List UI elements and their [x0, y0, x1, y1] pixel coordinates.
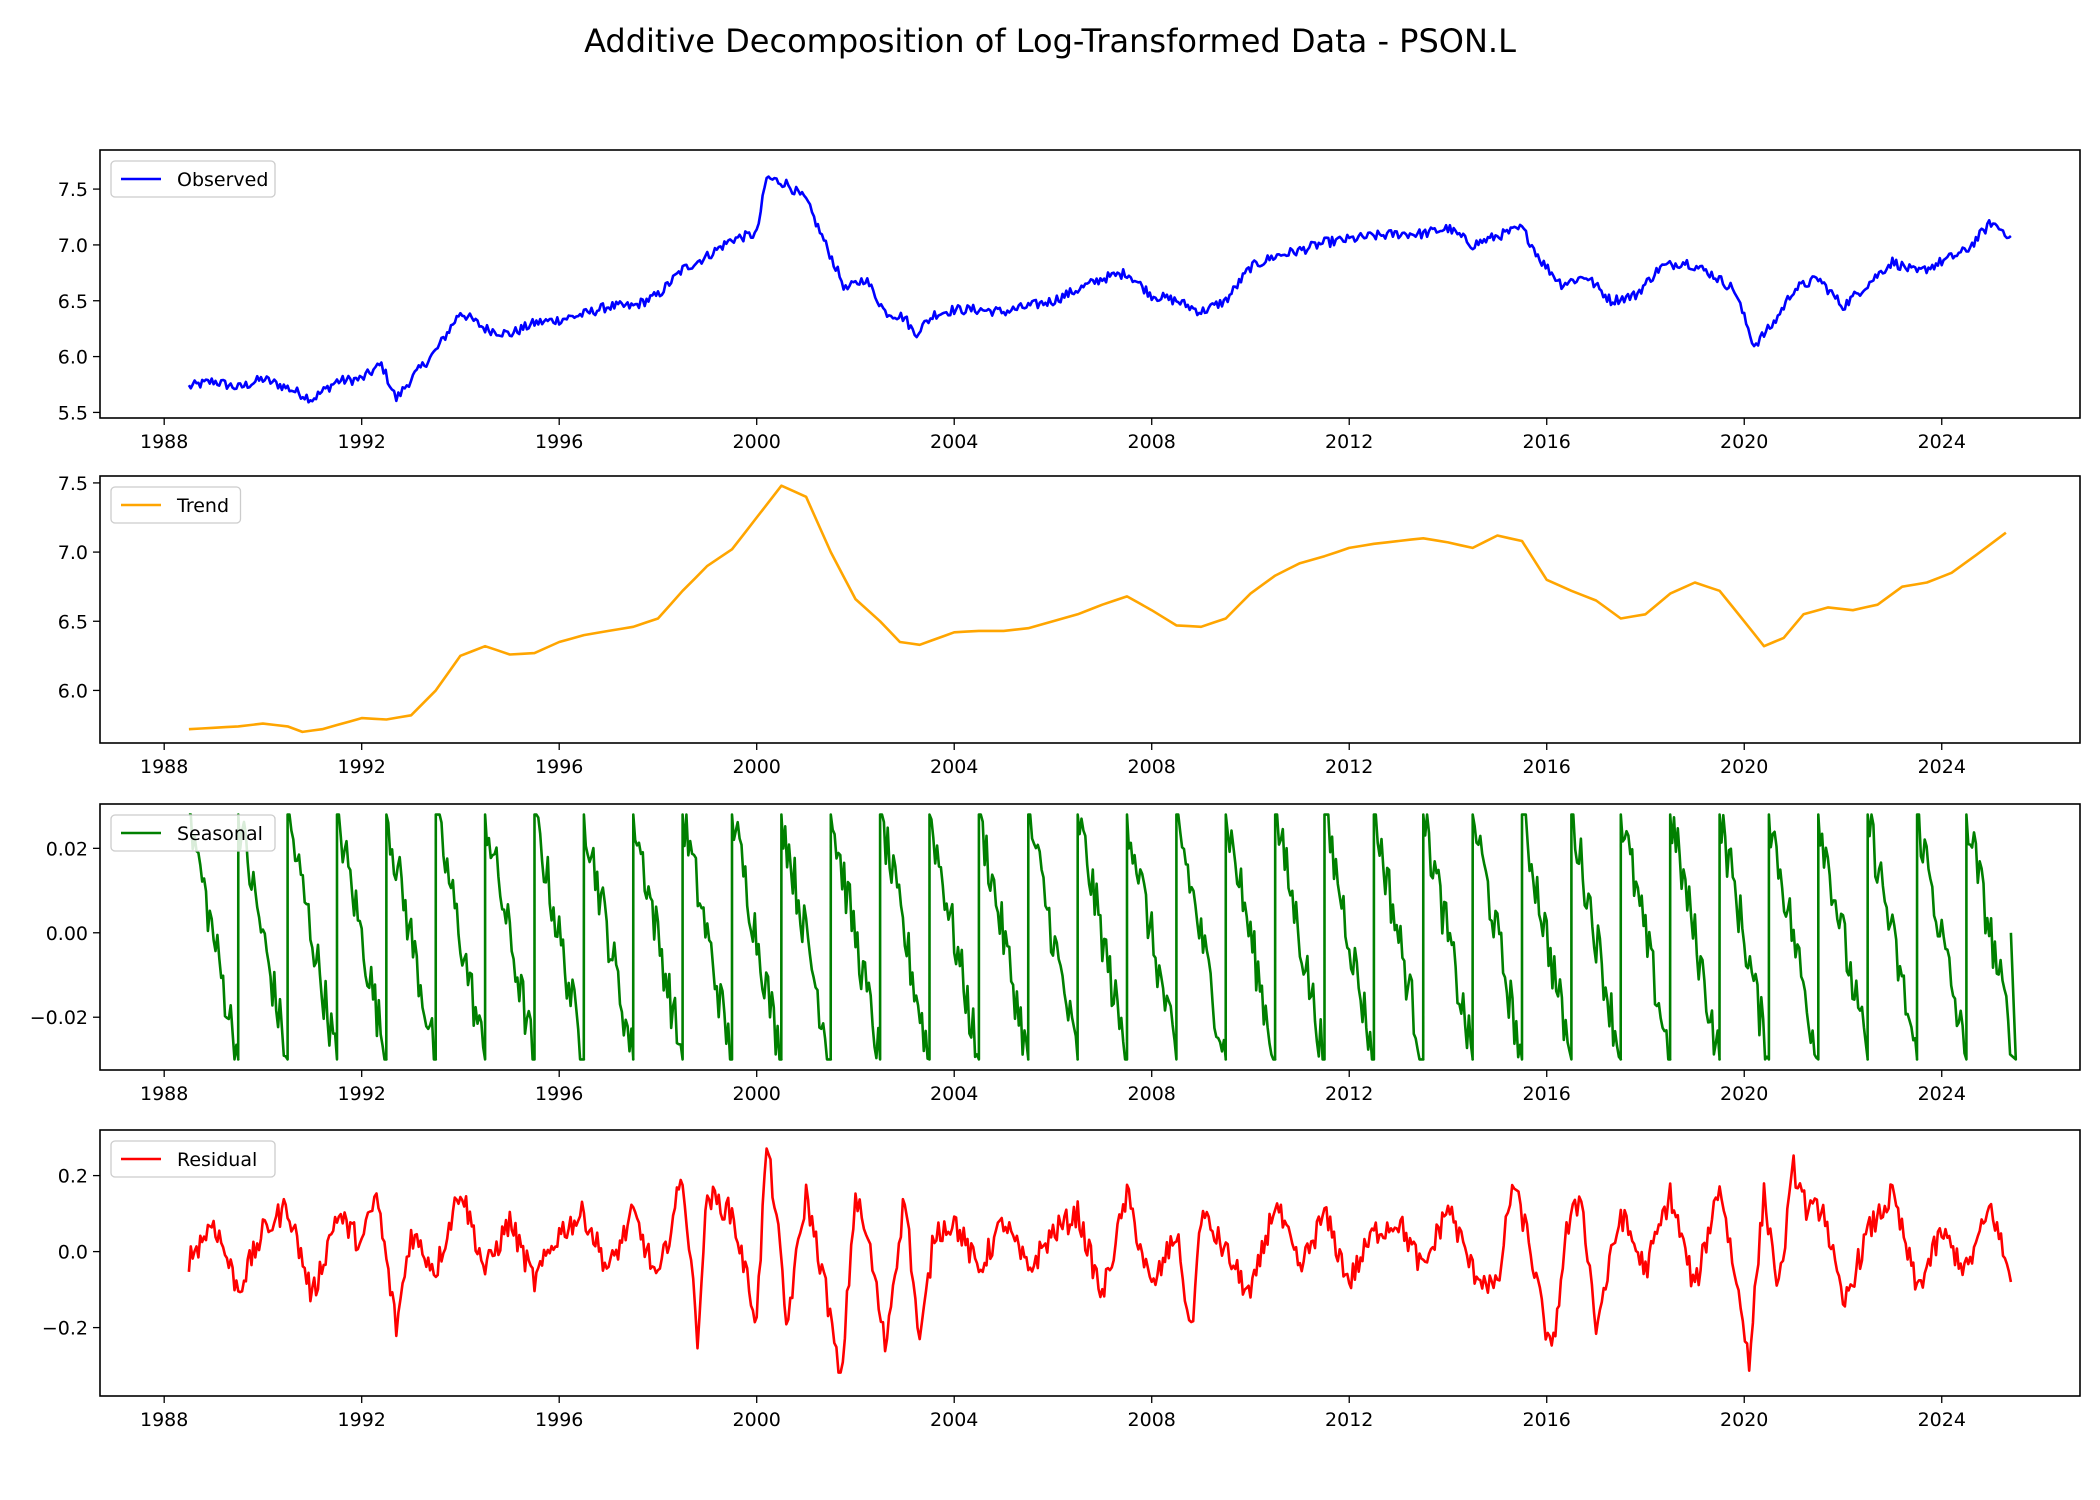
x-tick-label: 2016 [1523, 1409, 1571, 1431]
x-tick-label: 2008 [1128, 1083, 1176, 1105]
legend-label-residual: Residual [177, 1149, 257, 1171]
y-tick-label: 7.0 [58, 542, 88, 564]
x-tick-label: 1988 [140, 1409, 188, 1431]
x-tick-label: 2020 [1720, 431, 1768, 453]
x-tick-label: 1992 [338, 1409, 386, 1431]
x-tick-label: 1996 [535, 1083, 583, 1105]
panel-residual: 1988 1992 1996 2000 2004 2008 2012 2016 2020 2024… [42, 1129, 2081, 1431]
x-tick-label: 2016 [1523, 431, 1571, 453]
x-tick-label: 2016 [1523, 1083, 1571, 1105]
x-tick-label: 1992 [338, 1083, 386, 1105]
y-tick-label: 7.5 [58, 473, 88, 495]
x-tick-label: 2004 [930, 1083, 978, 1105]
axes-frame-seasonal [99, 803, 2081, 1071]
x-tick-label: 1992 [338, 756, 386, 778]
x-tick-label: 2008 [1128, 1409, 1176, 1431]
legend-trend [110, 486, 242, 524]
x-tick-label: 2024 [1918, 1409, 1966, 1431]
axes-frame-trend [99, 475, 2081, 744]
x-tick-label: 2016 [1523, 756, 1571, 778]
axes-frame-observed [99, 149, 2081, 419]
x-tick-label: 2000 [733, 431, 781, 453]
x-tick-label: 2012 [1325, 1083, 1373, 1105]
x-tick-label: 2000 [733, 756, 781, 778]
legend-label-trend: Trend [176, 495, 229, 517]
y-tick-label: 6.5 [58, 611, 88, 633]
panel-seasonal: 1988 1992 1996 2000 2004 2008 2012 2016 2020 2024… [30, 803, 2081, 1105]
x-tick-label: 2020 [1720, 1409, 1768, 1431]
y-tick-label: 0.00 [46, 923, 88, 945]
x-tick-label: 1996 [535, 1409, 583, 1431]
x-tick-label: 1988 [140, 756, 188, 778]
x-tick-label: 1992 [338, 431, 386, 453]
series-line-trend [188, 484, 2007, 734]
x-tick-label: 2000 [733, 1083, 781, 1105]
x-tick-label: 2004 [930, 431, 978, 453]
y-tick-label: 0.0 [58, 1242, 88, 1264]
y-tick-label: −0.02 [30, 1007, 88, 1029]
x-tick-label: 1996 [535, 431, 583, 453]
x-tick-label: 1988 [140, 1083, 188, 1105]
x-tick-label: 2008 [1128, 431, 1176, 453]
legend-label-seasonal: Seasonal [177, 823, 263, 845]
x-tick-label: 2024 [1918, 431, 1966, 453]
legend-residual [110, 1140, 276, 1178]
legend-label-observed: Observed [177, 169, 268, 191]
y-tick-label: 7.5 [58, 179, 88, 201]
x-tick-label: 2004 [930, 756, 978, 778]
y-tick-label: 6.0 [58, 347, 88, 369]
y-tick-label: 0.02 [46, 838, 88, 860]
y-tick-label: 7.0 [58, 235, 88, 257]
y-tick-label: 5.5 [58, 402, 88, 424]
x-tick-label: 2024 [1918, 756, 1966, 778]
axes-frame-residual [99, 1129, 2081, 1397]
series-line-observed [187, 175, 2012, 404]
chart-title: Additive Decomposition of Log-Transforme… [584, 22, 1516, 60]
x-tick-label: 2004 [930, 1409, 978, 1431]
series-line-seasonal [188, 813, 2018, 1061]
x-tick-label: 2024 [1918, 1083, 1966, 1105]
x-tick-label: 2020 [1720, 756, 1768, 778]
x-tick-label: 2020 [1720, 1083, 1768, 1105]
panel-trend: 1988 1992 1996 2000 2004 2008 2012 2016 2020 2024… [58, 473, 2081, 778]
y-tick-label: 6.0 [58, 680, 88, 702]
y-tick-label: −0.2 [42, 1318, 88, 1340]
legend-seasonal [110, 814, 276, 852]
x-tick-label: 2008 [1128, 756, 1176, 778]
x-tick-label: 2012 [1325, 431, 1373, 453]
panel-observed: 1988 1992 1996 2000 2004 2008 2012 2016 2020 2024… [58, 149, 2081, 453]
series-line-residual [187, 1147, 2013, 1374]
y-tick-label: 0.2 [58, 1166, 88, 1188]
x-tick-label: 2012 [1325, 756, 1373, 778]
x-tick-label: 2012 [1325, 1409, 1373, 1431]
y-tick-label: 6.5 [58, 291, 88, 313]
x-tick-label: 1988 [140, 431, 188, 453]
x-tick-label: 1996 [535, 756, 583, 778]
legend-observed [110, 160, 276, 198]
x-tick-label: 2000 [733, 1409, 781, 1431]
